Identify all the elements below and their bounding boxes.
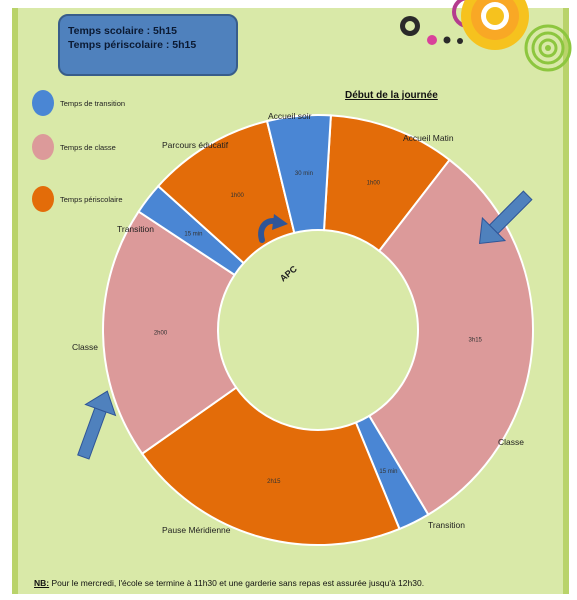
legend-label-periscolaire: Temps périscolaire bbox=[60, 194, 123, 204]
ring-segment bbox=[265, 114, 332, 235]
ring-duration-label: 15 min bbox=[184, 232, 202, 238]
start-of-day-label: Début de la journée bbox=[345, 90, 438, 101]
ring-duration-label: 1h00 bbox=[367, 181, 381, 187]
legend-label-transition: Temps de transition bbox=[60, 98, 126, 108]
segment-name-parcours-educatif: Parcours éducatif bbox=[162, 140, 229, 150]
legend-label-classe: Temps de classe bbox=[60, 142, 116, 152]
ring-duration-label: 30 min bbox=[295, 171, 313, 177]
segment-name-classe-right: Classe bbox=[498, 437, 524, 447]
segment-name-accueil-matin: Accueil Matin bbox=[403, 133, 454, 143]
ring-segment bbox=[140, 386, 401, 546]
segment-name-accueil-soir: Accueil soir bbox=[268, 111, 312, 121]
ring-segment bbox=[102, 210, 238, 456]
legend-swatch-transition bbox=[32, 90, 54, 116]
ring-duration-label: 1h00 bbox=[231, 193, 245, 199]
ring-duration-label: 15 min bbox=[379, 469, 397, 475]
decorative-circles bbox=[400, 0, 572, 72]
legend-swatch-periscolaire bbox=[32, 186, 54, 212]
segment-name-transition-left: Transition bbox=[117, 224, 155, 234]
school-time-text: Temps scolaire : 5h15 bbox=[68, 25, 177, 37]
segment-name-pause-meridienne: Pause Méridienne bbox=[162, 525, 231, 535]
arrow-clockwise-left-icon bbox=[77, 390, 117, 460]
segment-name-transition-bottom: Transition bbox=[428, 520, 466, 530]
legend-item-transition: Temps de transition bbox=[32, 90, 125, 116]
footnote-prefix: NB: bbox=[34, 578, 50, 588]
legend-swatch-classe bbox=[32, 134, 54, 160]
ring-duration-label: 2h15 bbox=[267, 479, 281, 485]
apc-label: APC bbox=[278, 263, 299, 283]
periscolaire-time-text: Temps périscolaire : 5h15 bbox=[68, 39, 197, 51]
footnote-text: Pour le mercredi, l'école se termine à 1… bbox=[49, 578, 425, 588]
legend-item-periscolaire: Temps périscolaire bbox=[32, 186, 123, 212]
ring-segment bbox=[367, 158, 534, 516]
footnote: NB: Pour le mercredi, l'école se termine… bbox=[34, 578, 424, 588]
segment-name-classe-left: Classe bbox=[72, 342, 98, 352]
ring-segments bbox=[102, 114, 534, 546]
arrow-clockwise-right-icon bbox=[478, 190, 533, 245]
legend-item-classe: Temps de classe bbox=[32, 134, 116, 160]
ring-duration-label: 3h15 bbox=[469, 337, 483, 343]
apc-curved-arrow-icon bbox=[258, 214, 288, 243]
ring-duration-labels: 1h00 3h15 15 min 2h15 2h00 15 min 1h00 30 min bbox=[154, 171, 483, 485]
ring-duration-label: 2h00 bbox=[154, 330, 168, 336]
time-summary-box: Temps scolaire : 5h15 Temps périscolaire… bbox=[58, 14, 238, 76]
